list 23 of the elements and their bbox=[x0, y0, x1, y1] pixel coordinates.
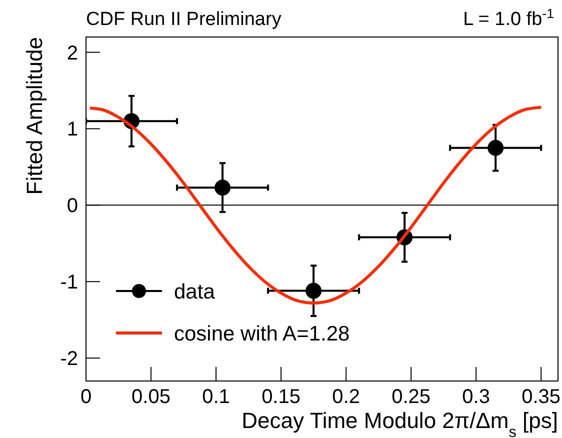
x-tick-label: 0.25 bbox=[392, 386, 431, 408]
x-tick-label: 0.2 bbox=[332, 386, 360, 408]
text: L = 1.0 fb$^{-1}$ bbox=[463, 6, 554, 30]
x-tick-label: 0.15 bbox=[262, 386, 301, 408]
chart-title: CDF Run II Preliminary bbox=[86, 9, 282, 30]
x-tick-label: 0 bbox=[80, 386, 92, 408]
legend-label: cosine with A=1.28 bbox=[174, 322, 350, 346]
x-tick-label: 0.3 bbox=[462, 386, 490, 408]
x-tick-label: 0.1 bbox=[202, 386, 230, 408]
legend-label: data bbox=[174, 280, 216, 304]
x-tick-label: 0.05 bbox=[132, 386, 170, 408]
y-tick-label: -2 bbox=[60, 348, 78, 370]
point bbox=[214, 180, 231, 196]
point bbox=[488, 140, 504, 156]
y-tick-label: -1 bbox=[60, 272, 78, 294]
y-tick-label: 1 bbox=[66, 118, 78, 141]
x-axis-title: Decay Time Modulo 2π/Δm$_{s}$ [ps] bbox=[242, 408, 558, 438]
point bbox=[306, 282, 322, 299]
y-tick-label: 0 bbox=[66, 195, 78, 218]
y-axis-title: Fitted Amplitude bbox=[22, 37, 47, 195]
line-series bbox=[88, 106, 543, 305]
x-tick-label: 0.35 bbox=[522, 386, 561, 408]
y-tick-label: 2 bbox=[66, 42, 78, 64]
